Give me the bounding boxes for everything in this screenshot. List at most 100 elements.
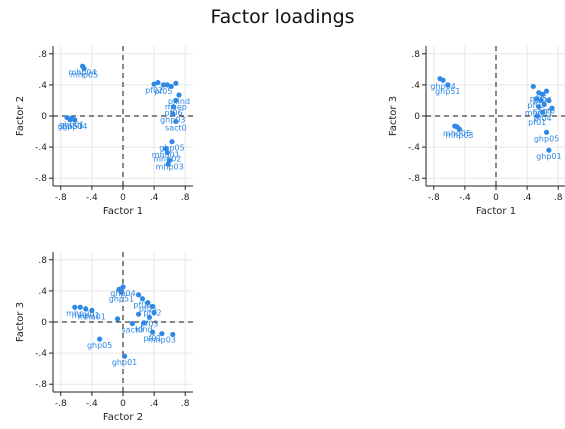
data-point [170,104,177,110]
data-point [145,299,151,306]
data-point [538,97,544,104]
y-axis-title: Factor 3 [15,302,26,342]
point-label: mhp01 [72,311,100,320]
x-axis-title: Factor 2 [103,412,143,423]
data-point [164,149,170,156]
data-point [165,161,171,167]
data-point [169,139,175,145]
data-point [139,296,146,302]
y-axis-title: Factor 3 [388,96,399,136]
data-point [114,316,121,322]
data-point [135,292,142,298]
data-point [543,88,550,94]
x-tick-label: .8 [181,193,190,203]
data-point [160,82,167,88]
y-tick-label: .8 [38,256,47,266]
x-axis-title: Factor 1 [103,206,143,217]
point-label: pkind [168,97,190,106]
data-point [135,311,142,317]
data-point [141,320,147,326]
data-point [173,80,179,86]
data-point [541,101,547,107]
x-tick-label: -.8 [55,193,67,203]
point-label: ghp51 [109,294,134,303]
x-tick-label: .4 [523,193,532,203]
point-label: sact0 [165,123,187,132]
data-point [167,157,173,163]
point-label: mhp05 [443,129,471,138]
point-label: mhp03 [445,131,473,140]
data-point [97,336,103,342]
x-tick-label: .4 [150,399,159,409]
point-label: pf03 [140,319,158,328]
point-label: mhp05 [70,71,98,80]
data-point [540,91,546,97]
y-tick-label: .4 [411,81,420,91]
data-point [72,117,78,123]
x-axis-title: Factor 1 [476,206,516,217]
panel-f2-vs-f3: -.8 -.4 0 .4 .8 -.8 -.4 0 .4 .8 Factor 2 Factor 3 mh… [15,252,193,423]
data-point [81,65,87,72]
panel-f1-vs-f3: -.8 -.4 0 .4 .8 -.8 -.4 0 .4 .8 Factor 1 Factor 3 gh… [388,46,565,217]
data-point [173,118,179,125]
point-label: ghp01 [536,152,561,161]
data-point [456,126,463,132]
data-point [146,314,153,320]
point-label: ghp05 [534,134,559,143]
x-tick-label: -.8 [428,193,440,203]
data-point [149,329,156,335]
point-label: mhp03 [148,336,176,345]
data-point [546,147,552,153]
point-label: mha01 [78,312,106,321]
x-tick-label: 0 [120,193,126,203]
data-point [168,83,174,90]
data-point [445,82,451,88]
data-point [530,83,536,90]
x-tick-label: -.8 [55,399,67,409]
y-tick-label: 0 [41,112,47,122]
data-point [151,81,157,87]
point-label: kind [135,325,152,334]
x-tick-label: .4 [150,193,159,203]
y-axis-title: Factor 2 [15,96,26,136]
data-point [149,303,156,310]
point-label: ghp51 [57,122,82,131]
data-point [118,289,125,296]
point-label: pf05 [154,87,172,96]
data-point [72,304,78,310]
data-point [121,353,128,359]
point-label: ghp01 [112,358,137,367]
y-tick-label: -.8 [408,174,420,184]
data-point [89,307,95,313]
data-point [536,104,542,110]
data-point [151,310,157,316]
point-label: mhp03 [156,162,184,171]
x-tick-label: -.4 [86,399,98,409]
data-point [543,129,550,135]
point-label: sact0 [121,326,143,335]
x-tick-label: .8 [554,193,563,203]
data-point [536,90,542,96]
data-point [170,111,176,117]
y-tick-label: .8 [38,50,47,60]
y-tick-label: -.8 [35,380,47,390]
y-tick-label: -.4 [35,349,47,359]
point-label: ghp01 [59,120,84,129]
data-point [155,79,161,86]
point-label: ghp05 [159,144,184,153]
data-point [549,105,555,111]
data-point [67,117,73,123]
data-point [440,77,446,83]
data-point [534,113,540,119]
x-tick-label: 0 [120,399,126,409]
data-point [173,97,179,104]
point-label: ghp04 [62,122,87,131]
x-tick-label: .8 [181,399,190,409]
y-tick-label: -.4 [408,143,420,153]
point-label: mhp05 [66,309,94,318]
data-point [164,82,170,88]
point-label: pf04 [534,114,552,123]
data-point [170,331,176,338]
point-label: mhp01 [525,109,553,118]
